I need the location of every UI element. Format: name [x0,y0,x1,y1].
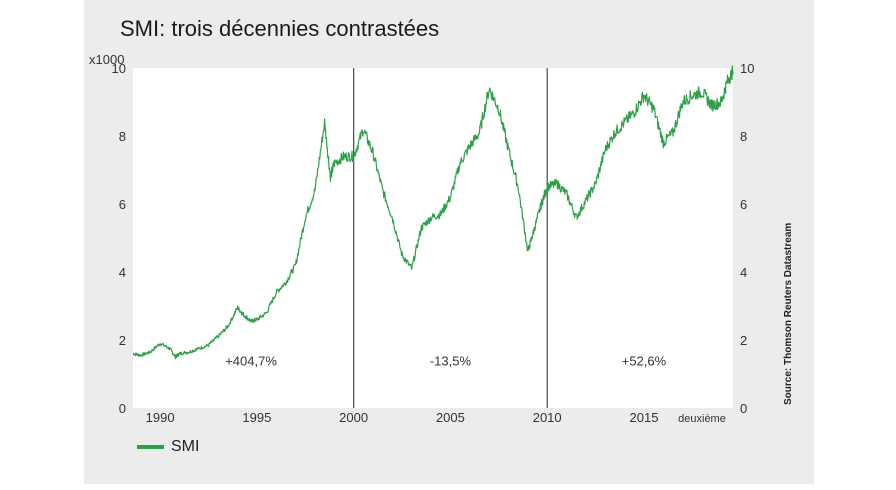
smi-series-line [132,65,734,360]
period-change-label: +404,7% [225,354,277,369]
y-tick-label-right: 0 [740,401,747,416]
y-tick-label-right: 10 [740,61,754,76]
legend-label: SMI [171,438,200,455]
period-change-label: -13,5% [430,354,472,369]
y-tick-label-right: 6 [740,197,747,212]
x-extra-label: deuxième [678,413,726,425]
period-change-label: +52,6% [622,354,667,369]
y-tick-label-left: 8 [119,129,126,144]
x-tick-label: 1990 [146,410,175,425]
x-tick-label: 2010 [533,410,562,425]
legend: SMI [137,438,199,456]
chart-title: SMI: trois décennies contrastées [120,16,440,41]
y-tick-label-left: 6 [119,197,126,212]
x-tick-label: 1995 [242,410,271,425]
y-tick-label-left: 4 [119,265,126,280]
x-tick-label: 2005 [436,410,465,425]
x-tick-label: 2015 [630,410,659,425]
y-tick-label-left: 2 [119,333,126,348]
y-tick-label-left: 0 [119,401,126,416]
y-axis-multiplier: x1000 [89,52,125,67]
y-tick-label-right: 8 [740,129,747,144]
y-tick-label-right: 2 [740,333,747,348]
y-tick-label-right: 4 [740,265,747,280]
plot-area [133,68,733,408]
legend-swatch [137,445,164,449]
x-tick-label: 2000 [339,410,368,425]
y-tick-label-left: 10 [112,61,126,76]
